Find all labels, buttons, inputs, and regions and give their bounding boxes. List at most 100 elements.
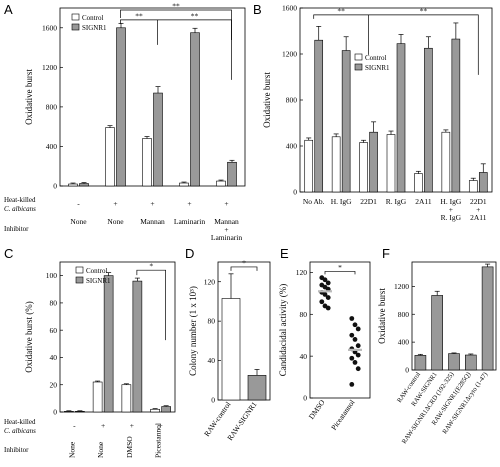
- panel-e-ylabel: Candidacidal activity (%): [278, 284, 288, 376]
- panel-a-row1-1: +: [113, 199, 117, 208]
- panel-b-bar-control-1: [331, 136, 341, 193]
- panel-a-sig-0-label: **: [135, 11, 143, 20]
- panel-b-xcat-6-1: +: [476, 205, 480, 214]
- panel-a-legend-label-signr1: SIGNR1: [82, 24, 107, 32]
- panel-b-xcat-1-0: H. IgG: [331, 197, 352, 206]
- panel-b-bar-signr1-3: [396, 43, 406, 193]
- panel-d-sig-0-label: *: [242, 258, 246, 267]
- panel-e-ytick-label: 80: [300, 310, 308, 319]
- panel-b-bar-signr1-0: [314, 39, 324, 193]
- panel-a-bar-signr1-4: [227, 161, 237, 187]
- panel-b-ytick-label: 1200: [282, 50, 297, 59]
- panel-e-xcat-0: DMSO: [307, 398, 327, 421]
- panel-b-xcat-3-0: R. IgG: [386, 197, 407, 206]
- panel-b-xcat-6-2: 2A11: [470, 213, 487, 222]
- panel-b-xcat-5-1: +: [449, 205, 453, 214]
- panel-b-bar-control-5: [441, 131, 451, 193]
- panel-a-bar-signr1-1: [116, 27, 126, 187]
- panel-b-sig-0: [313, 14, 369, 55]
- panel-a-ytick-label: 1600: [42, 23, 57, 32]
- panel-a-row2-3-0: Laminarin: [174, 217, 205, 226]
- panel-a-legend-swatch-control: [71, 13, 80, 21]
- panel-a-ytick-label: 0: [53, 182, 57, 191]
- panel-c-bar-control-3: [150, 408, 160, 413]
- panel-b-bar-signr1-5: [451, 38, 461, 193]
- panel-e-sig-0-label: *: [338, 263, 342, 272]
- panel-f-bar-4: [481, 266, 494, 371]
- panel-c-sig-0-label: *: [149, 262, 153, 271]
- panel-a-sig-1-label: **: [191, 11, 199, 20]
- panel-b-legend-swatch-control: [354, 53, 363, 61]
- panel-a-legend-swatch-signr1: [71, 23, 80, 31]
- panel-c-bar-control-0: [64, 411, 74, 413]
- panel-d-sig-0: [230, 266, 258, 271]
- panel-a-bar-control-2: [142, 138, 152, 187]
- panel-e-point-0-9: [319, 299, 325, 305]
- panel-c-ytick-label: 20: [50, 380, 58, 389]
- panel-b-xcat-4-0: 2A11: [415, 197, 432, 206]
- panel-c-row1-0: -: [73, 421, 76, 430]
- panel-a-row2-2-0: Mannan: [140, 217, 165, 226]
- panel-a-bar-control-1: [105, 127, 115, 187]
- panel-f-ytick-label: 0: [405, 366, 409, 375]
- panel-e-point-1-0: [349, 316, 355, 321]
- panel-a-sig-0: [120, 19, 158, 45]
- panel-a-row2-0-0: None: [70, 217, 87, 226]
- panel-a-bar-control-3: [179, 182, 189, 187]
- panel-f-ytick-label: 400: [398, 338, 410, 347]
- panel-a-row1-label: Heat-killed: [4, 196, 36, 204]
- panel-a-row1-4: +: [224, 199, 228, 208]
- panel-e-point-1-8: [355, 352, 361, 358]
- panel-c-legend-swatch-signr1: [75, 276, 84, 284]
- panel-b-bar-signr1-2: [369, 131, 378, 193]
- panel-b-bar-control-0: [304, 139, 314, 193]
- panel-a-row2-4-0: Mannan: [214, 217, 239, 226]
- panel-b-sig-1-label: **: [420, 6, 428, 15]
- panel-c-ytick-label: 0: [53, 408, 57, 417]
- panel-c-frame: [59, 261, 176, 413]
- panel-label-f: F: [382, 246, 390, 261]
- panel-e-sig-0: [324, 271, 356, 275]
- panel-b-legend-label-control: Control: [365, 54, 386, 62]
- panel-b-ytick-label: 800: [286, 96, 298, 105]
- panel-label-c: C: [4, 246, 13, 261]
- panel-c-bar-control-1: [92, 381, 103, 413]
- panel-c-legend-label-signr1: SIGNR1: [86, 277, 111, 285]
- panel-f-ytick-label: 1200: [394, 282, 409, 291]
- panel-b-xcat-0-0: No Ab.: [303, 197, 325, 206]
- panel-b-bar-control-6: [468, 180, 478, 193]
- panel-f-ylabel: Oxidative burst: [377, 288, 387, 344]
- panel-b-frame: [299, 7, 493, 193]
- panel-a-sig-2: [120, 9, 232, 40]
- panel-a-legend-label-control: Control: [82, 14, 103, 22]
- panel-a-row1-3: +: [187, 199, 191, 208]
- panel-d-bar-0: [221, 298, 241, 401]
- panel-a-row1-2: +: [150, 199, 154, 208]
- panel-label-e: E: [280, 246, 289, 261]
- panel-b-xcat-5-0: H. IgG: [440, 197, 461, 206]
- panel-c-bar-signr1-0: [75, 411, 85, 413]
- panel-f-bar-1: [431, 295, 444, 371]
- panel-a-row2-4-2: Laminarin: [211, 233, 242, 242]
- panel-a-row2-4-1: +: [224, 225, 228, 234]
- panel-f-bar-0: [414, 355, 427, 371]
- panel-c-row1-label2: C. albicans: [4, 427, 36, 435]
- panel-d-bar-1: [247, 375, 267, 401]
- panel-e-ytick-label: 120: [296, 268, 308, 277]
- panel-b-legend-label-signr1: SIGNR1: [365, 64, 390, 72]
- panel-a-sig-2-label: **: [172, 1, 180, 10]
- panel-a-row2-1-0: None: [107, 217, 124, 226]
- panel-b-bar-signr1-1: [341, 50, 351, 193]
- panel-e-point-0-1: [322, 277, 328, 283]
- panel-d-ytick-label: 80: [208, 317, 216, 326]
- panel-a-row2-label: Inhibitor: [4, 225, 29, 233]
- panel-c-legend-label-control: Control: [86, 267, 107, 275]
- panel-a-bar-control-0: [68, 183, 78, 187]
- panel-a-bar-signr1-3: [190, 32, 200, 187]
- panel-c-bar-control-2: [121, 384, 132, 413]
- panel-e-point-1-4: [352, 337, 358, 342]
- panel-c-ytick-label: 80: [50, 299, 58, 308]
- panel-b-ylabel: Oxidative burst: [262, 72, 272, 128]
- panel-a-bar-signr1-0: [79, 183, 89, 187]
